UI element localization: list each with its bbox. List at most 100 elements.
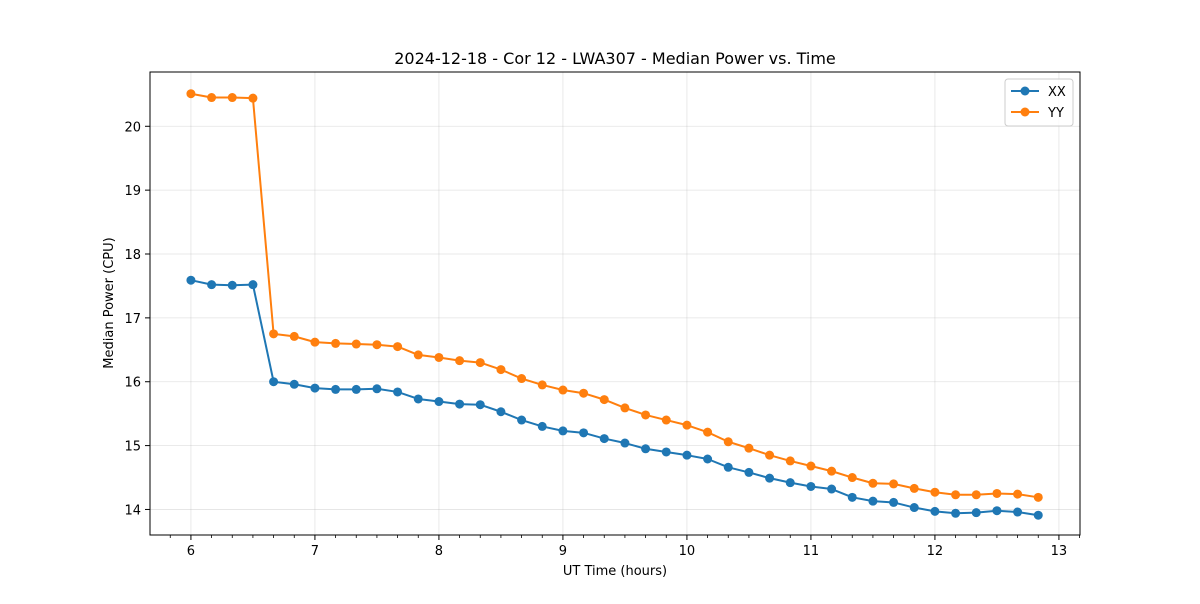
data-point-yy: [703, 427, 713, 437]
data-point-yy: [723, 437, 733, 447]
data-point-yy: [682, 420, 692, 430]
data-point-yy: [847, 473, 857, 483]
y-tick-label: 16: [124, 376, 141, 391]
y-tick-label: 14: [124, 503, 141, 518]
legend-marker: [1020, 107, 1030, 117]
x-tick-label: 12: [927, 544, 944, 559]
y-axis-label: Median Power (CPU): [102, 237, 117, 368]
y-tick-label: 15: [124, 440, 141, 455]
x-tick-label: 7: [311, 544, 319, 559]
data-point-xx: [269, 377, 279, 387]
series-yy: [186, 89, 1043, 502]
legend-marker: [1020, 86, 1030, 96]
data-point-xx: [847, 492, 857, 502]
data-point-yy: [186, 89, 196, 99]
data-point-yy: [475, 358, 485, 368]
data-point-yy: [289, 331, 299, 341]
x-tick-label: 11: [803, 544, 820, 559]
data-point-yy: [827, 466, 837, 476]
data-point-xx: [620, 438, 630, 448]
legend-label: XX: [1048, 85, 1066, 100]
data-point-xx: [951, 508, 961, 518]
data-point-xx: [289, 379, 299, 389]
data-point-xx: [393, 387, 403, 397]
data-point-xx: [641, 444, 651, 454]
x-tick-label: 8: [435, 544, 443, 559]
data-point-xx: [1013, 507, 1023, 517]
data-point-xx: [889, 497, 899, 507]
data-point-yy: [971, 490, 981, 500]
chart-title: 2024-12-18 - Cor 12 - LWA307 - Median Po…: [394, 49, 836, 68]
legend: XX YY: [1004, 78, 1074, 127]
data-point-yy: [207, 93, 217, 103]
x-tick-label: 10: [679, 544, 696, 559]
data-point-yy: [909, 483, 919, 493]
data-point-yy: [1033, 492, 1043, 502]
data-point-xx: [372, 384, 382, 394]
data-point-xx: [723, 462, 733, 472]
axis-ticks: 6 7 8 9 10 11 12 13 14 15 16 17 18 19 20: [124, 120, 1080, 559]
data-point-yy: [661, 415, 671, 425]
y-tick-label: 20: [124, 120, 141, 135]
y-tick-label: 18: [124, 248, 141, 263]
data-point-yy: [951, 490, 961, 500]
data-point-yy: [579, 388, 589, 398]
data-point-yy: [620, 403, 630, 413]
data-point-yy: [744, 443, 754, 453]
data-point-xx: [765, 473, 775, 483]
y-tick-label: 19: [124, 184, 141, 199]
series-xx: [186, 275, 1043, 520]
data-point-xx: [558, 426, 568, 436]
data-point-yy: [310, 337, 320, 347]
data-point-yy: [868, 478, 878, 488]
data-point-yy: [227, 93, 237, 103]
data-point-yy: [372, 340, 382, 350]
series-line-yy: [190, 92, 1039, 499]
data-point-yy: [992, 488, 1002, 498]
data-point-xx: [579, 428, 589, 438]
data-point-xx: [909, 503, 919, 513]
data-point-yy: [413, 350, 423, 360]
legend-item-yy: YY: [1011, 106, 1064, 121]
data-point-xx: [785, 478, 795, 488]
data-point-yy: [930, 487, 940, 497]
data-point-yy: [248, 93, 258, 103]
series-layer: [186, 89, 1043, 520]
data-point-yy: [351, 339, 361, 349]
data-point-yy: [1013, 489, 1023, 499]
data-point-yy: [889, 479, 899, 489]
data-point-xx: [703, 454, 713, 464]
data-point-xx: [827, 484, 837, 494]
data-point-xx: [207, 280, 217, 290]
y-tick-label: 17: [124, 312, 141, 327]
data-point-yy: [785, 456, 795, 466]
data-point-xx: [331, 384, 341, 394]
data-point-xx: [413, 394, 423, 404]
data-point-xx: [868, 496, 878, 506]
data-point-xx: [517, 415, 527, 425]
data-point-yy: [806, 461, 816, 471]
data-point-xx: [992, 506, 1002, 516]
data-point-xx: [434, 397, 444, 407]
data-point-xx: [496, 407, 506, 417]
x-tick-label: 9: [559, 544, 567, 559]
data-point-yy: [269, 329, 279, 339]
x-tick-label: 6: [187, 544, 195, 559]
data-point-yy: [765, 450, 775, 460]
data-point-xx: [227, 280, 237, 290]
data-point-xx: [682, 450, 692, 460]
data-point-xx: [310, 383, 320, 393]
x-axis-label: UT Time (hours): [563, 564, 667, 579]
data-point-yy: [517, 374, 527, 384]
data-point-xx: [930, 506, 940, 516]
series-line-xx: [190, 279, 1039, 517]
data-point-yy: [496, 365, 506, 375]
data-point-yy: [558, 385, 568, 395]
plot-area-frame: [149, 71, 1081, 536]
grid: [150, 72, 1080, 535]
x-tick-label: 13: [1051, 544, 1068, 559]
data-point-xx: [537, 421, 547, 431]
data-point-xx: [661, 447, 671, 457]
